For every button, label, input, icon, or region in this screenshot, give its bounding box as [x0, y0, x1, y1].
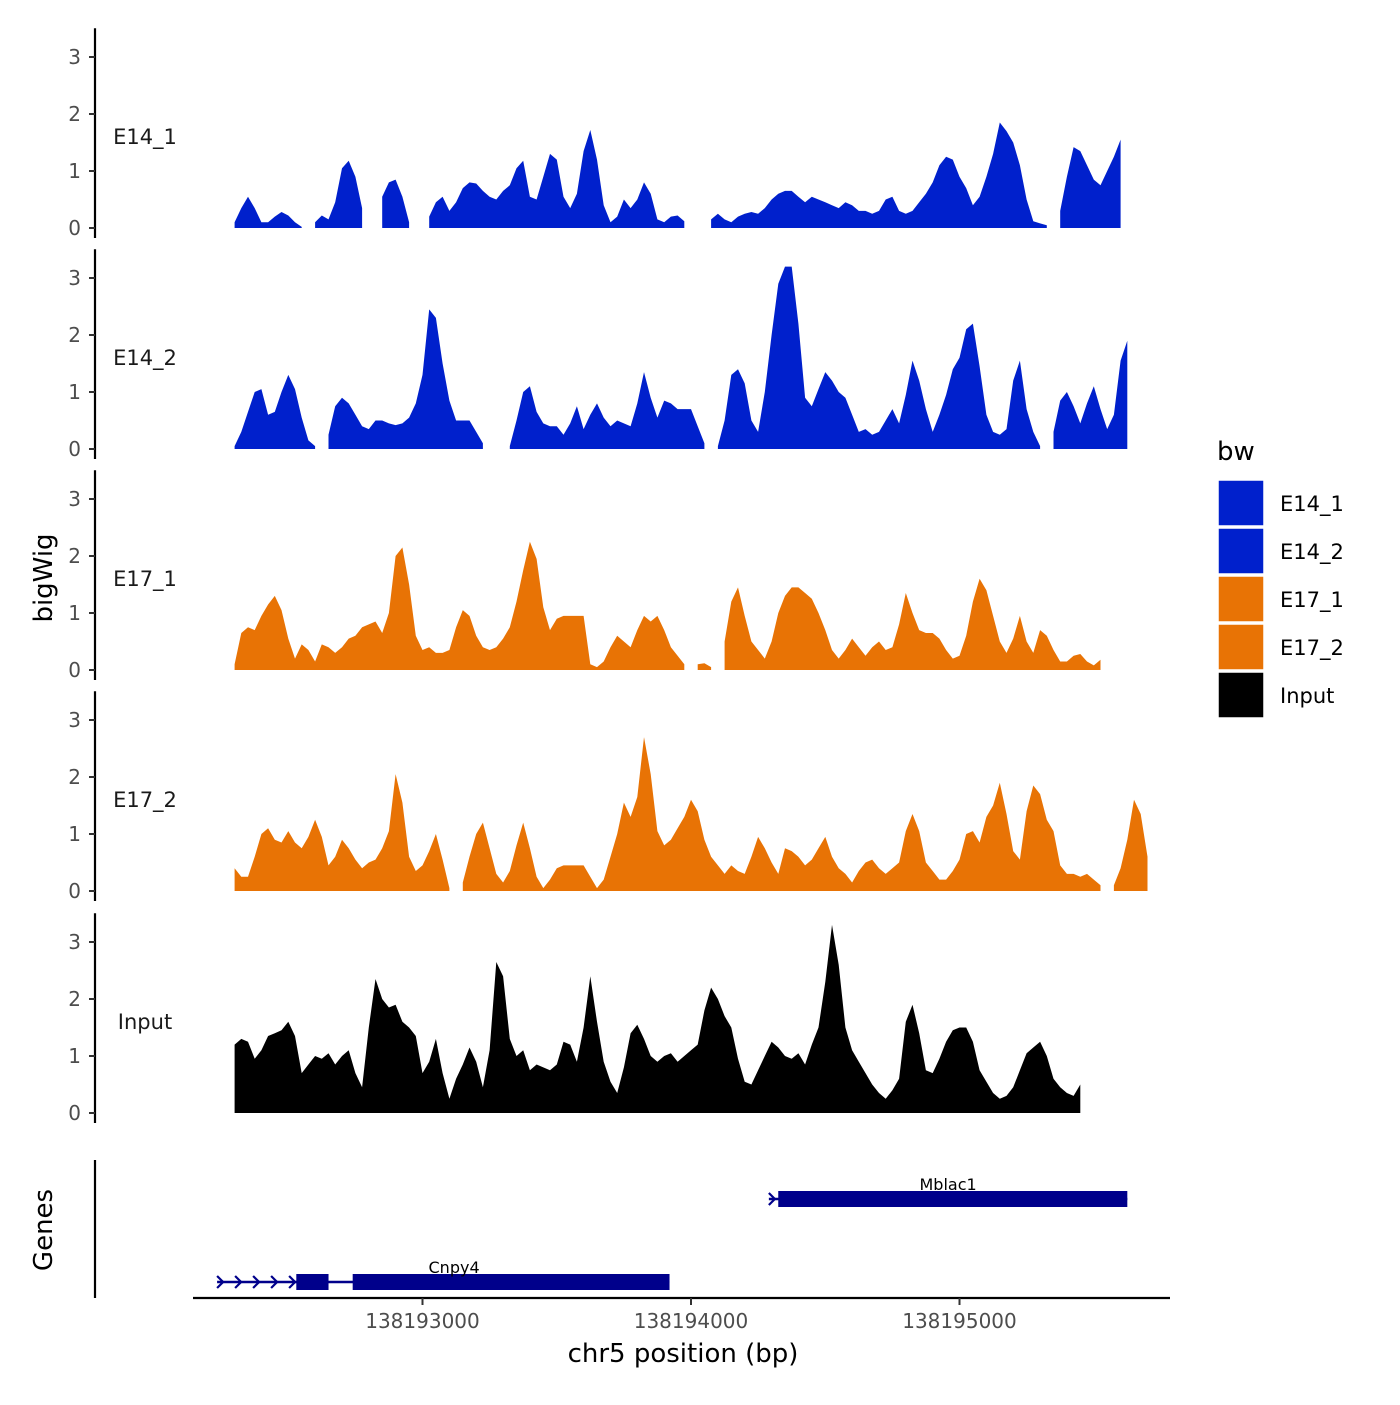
gene-label: Mblac1 [919, 1175, 976, 1194]
y-tick-label: 2 [68, 323, 81, 347]
legend-label: E14_1 [1280, 492, 1344, 517]
area-segment-E17_2 [462, 737, 1101, 891]
strand-arrow-icon [216, 1275, 225, 1289]
track-label: Input [118, 1010, 172, 1034]
area-segment-E14_2 [234, 374, 316, 449]
area-segment-E14_2 [1053, 340, 1128, 449]
y-tick-label: 1 [68, 601, 81, 625]
genes-panel: Cnpy4 Mblac1 [93, 1160, 1128, 1298]
gene-label: Cnpy4 [429, 1258, 480, 1277]
y-tick-label: 2 [68, 544, 81, 568]
track-E14_1: 0 1 2 3 E14_1 [68, 28, 1121, 240]
y-tick-label: 1 [68, 380, 81, 404]
area-segment-E14_1 [315, 160, 363, 228]
legend: bw E14_1 E14_2 E17_1 E17_2 Input [1217, 437, 1344, 719]
y-tick-label: 3 [68, 45, 81, 69]
area-segment-E17_1 [724, 578, 1101, 670]
legend-label: Input [1280, 684, 1334, 708]
x-axis-title: chr5 position (bp) [568, 1339, 799, 1369]
x-axis: 138193000 138194000 138195000 [193, 1296, 1170, 1333]
strand-arrow-icon [234, 1275, 243, 1289]
y-tick-label: 0 [68, 437, 81, 461]
legend-label: E17_1 [1280, 588, 1344, 613]
legend-swatch-Input [1217, 671, 1265, 719]
y-tick-label: 3 [68, 266, 81, 290]
area-segment-E17_2 [234, 774, 450, 891]
legend-swatch-E14_2 [1217, 527, 1265, 575]
strand-arrow-icon [270, 1275, 279, 1289]
area-segment-E14_1 [382, 179, 410, 228]
gene-Cnpy4: Cnpy4 [216, 1258, 670, 1290]
strand-arrow-icon [768, 1192, 777, 1206]
y-tick-label: 2 [68, 765, 81, 789]
track-label: E17_2 [113, 788, 177, 813]
exon-block [778, 1191, 1128, 1207]
area-segment-E17_1 [697, 663, 712, 670]
area-segment-E14_2 [717, 266, 1041, 449]
y-tick-label: 1 [68, 822, 81, 846]
legend-label: E14_2 [1280, 540, 1344, 565]
area-segment-Input [234, 924, 1081, 1113]
area-segment-E14_1 [711, 122, 1047, 228]
y-tick-label: 3 [68, 708, 81, 732]
y-tick-label: 3 [68, 930, 81, 954]
area-segment-E14_1 [429, 130, 685, 228]
strand-arrow-icon [288, 1275, 297, 1289]
track-panels: 0 1 2 3 E14_1 0 1 2 3 E14_2 0 1 2 3 E17_1 0 1 2 3 E17_2 0 1 2 3… [68, 28, 1148, 1125]
track-Input: 0 1 2 3 Input [68, 913, 1081, 1125]
area-segment-E14_2 [328, 309, 483, 449]
legend-swatch-E17_1 [1217, 575, 1265, 623]
x-tick-label: 138193000 [365, 1309, 480, 1333]
y-tick-label: 0 [68, 1101, 81, 1125]
y-tick-label: 3 [68, 487, 81, 511]
y-tick-label: 0 [68, 658, 81, 682]
y-tick-label: 1 [68, 159, 81, 183]
area-segment-E17_2 [1113, 799, 1148, 891]
exon-block [296, 1274, 329, 1290]
y-tick-label: 2 [68, 102, 81, 126]
area-segment-E17_1 [234, 541, 685, 670]
legend-swatch-E17_2 [1217, 623, 1265, 671]
area-segment-E14_1 [234, 196, 302, 228]
legend-label: E17_2 [1280, 636, 1344, 661]
y-tick-label: 0 [68, 216, 81, 240]
area-segment-E14_1 [1060, 139, 1121, 228]
track-E17_2: 0 1 2 3 E17_2 [68, 691, 1148, 903]
x-tick-label: 138194000 [634, 1309, 749, 1333]
y-tick-label: 2 [68, 987, 81, 1011]
legend-swatch-E14_1 [1217, 479, 1265, 527]
track-label: E14_1 [113, 125, 177, 150]
x-tick-label: 138195000 [902, 1309, 1017, 1333]
track-label: E17_1 [113, 567, 177, 592]
y-axis-title: bigWig [29, 533, 59, 622]
area-segment-E14_2 [509, 372, 705, 449]
strand-arrow-icon [252, 1275, 261, 1289]
track-E17_1: 0 1 2 3 E17_1 [68, 470, 1101, 682]
gene-Mblac1: Mblac1 [768, 1175, 1128, 1207]
exon-block [352, 1274, 670, 1290]
track-E14_2: 0 1 2 3 E14_2 [68, 249, 1128, 461]
genes-axis-title: Genes [29, 1189, 59, 1271]
track-label: E14_2 [113, 346, 177, 371]
y-tick-label: 1 [68, 1044, 81, 1068]
legend-title: bw [1217, 437, 1255, 467]
y-tick-label: 0 [68, 879, 81, 903]
